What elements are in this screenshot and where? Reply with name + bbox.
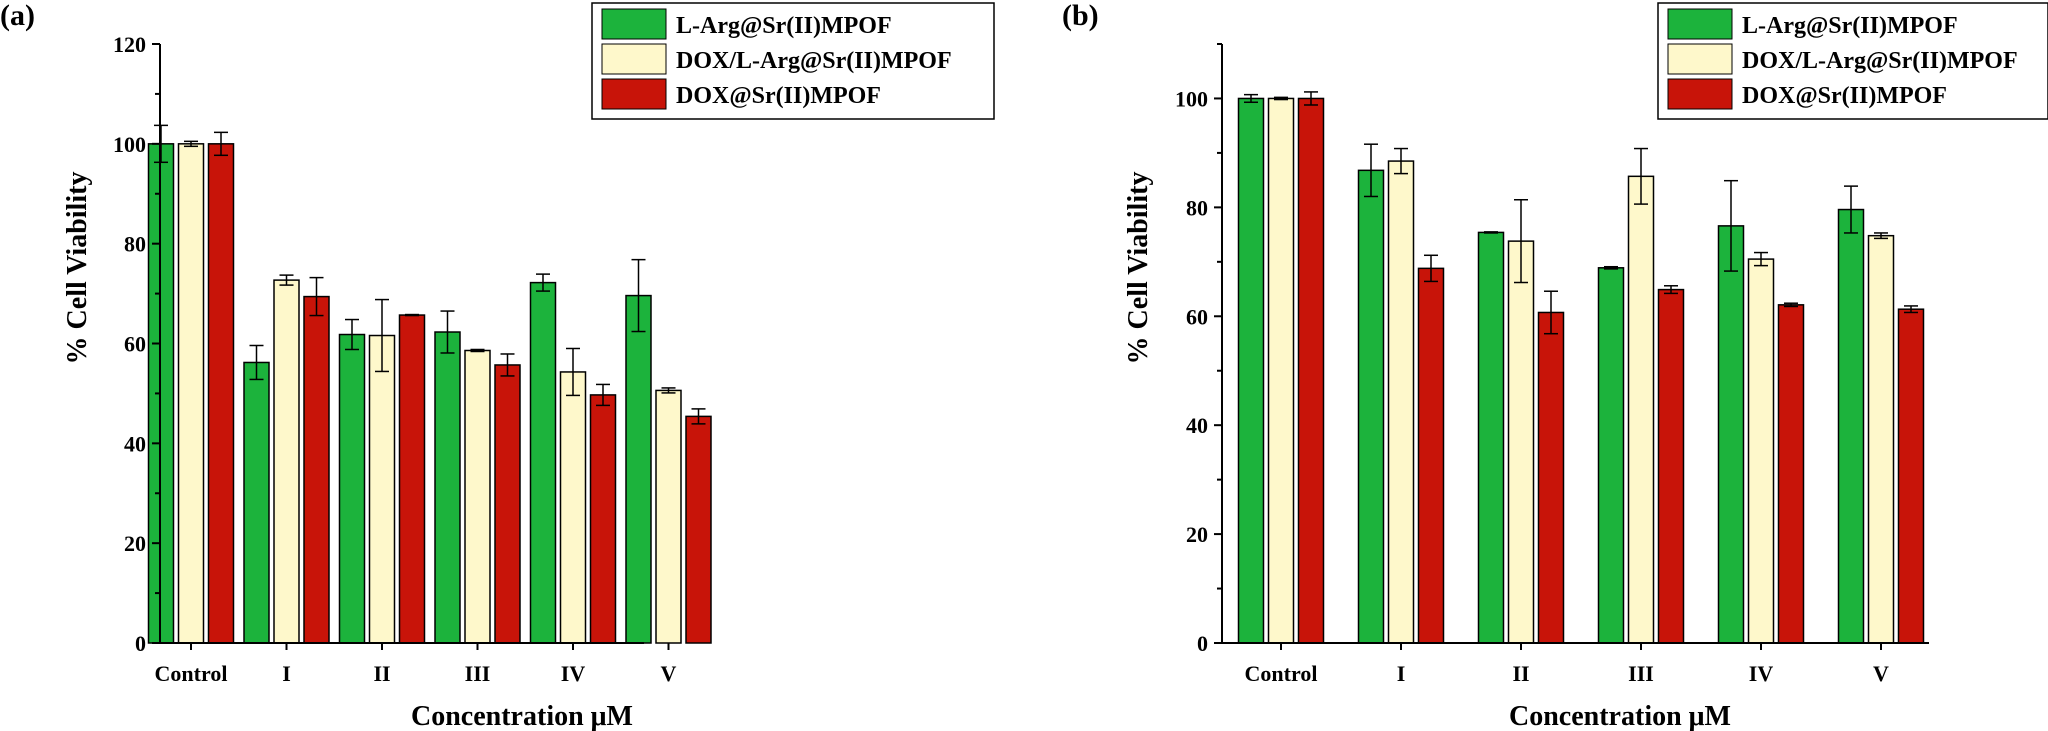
legend-label-l-arg-sr-ii-mpof: L-Arg@Sr(II)MPOF <box>676 13 892 39</box>
bar-dox-sr-ii-mpof-i <box>1417 267 1445 644</box>
bar-l-arg-sr-ii-mpof-iv <box>1717 225 1745 644</box>
x-tick-label-control: Control <box>1245 661 1318 686</box>
bar-dox-sr-ii-mpof-control <box>207 143 235 644</box>
y-tick-label-80: 80 <box>124 232 146 257</box>
y-tick-label-60: 60 <box>1186 304 1208 329</box>
legend-swatch-l-arg-sr-ii-mpof <box>601 8 667 40</box>
bar-dox-l-arg-sr-ii-mpof-ii <box>1507 240 1535 644</box>
bar-l-arg-sr-ii-mpof-ii <box>338 333 366 644</box>
legend-label-dox-sr-ii-mpof: DOX@Sr(II)MPOF <box>676 83 881 109</box>
bar-dox-sr-ii-mpof-iii <box>1657 288 1685 644</box>
bar-l-arg-sr-ii-mpof-i <box>243 361 270 644</box>
bar-dox-sr-ii-mpof-iii <box>494 364 521 644</box>
x-tick-label-iii: III <box>465 661 491 686</box>
y-axis-title: % Cell Viability <box>62 172 93 365</box>
x-axis-title: Concentration μM <box>411 701 633 731</box>
bar-dox-l-arg-sr-ii-mpof-iii <box>1627 175 1655 644</box>
legend-swatch-dox-l-arg-sr-ii-mpof <box>601 43 667 75</box>
bar-dox-sr-ii-mpof-v <box>685 415 712 644</box>
x-tick-label-ii: II <box>1512 661 1529 686</box>
y-tick-label-80: 80 <box>1186 195 1208 220</box>
bar-dox-sr-ii-mpof-iv <box>589 394 617 644</box>
legend-swatch-l-arg-sr-ii-mpof <box>1667 8 1733 40</box>
x-tick-label-i: I <box>282 661 291 686</box>
bar-dox-sr-ii-mpof-iv <box>1777 304 1805 644</box>
legend-label-dox-l-arg-sr-ii-mpof: DOX/L-Arg@Sr(II)MPOF <box>1742 48 2018 74</box>
y-tick-label-120: 120 <box>113 32 146 57</box>
bar-dox-l-arg-sr-ii-mpof-iv <box>1747 258 1775 644</box>
bar-l-arg-sr-ii-mpof-control <box>1237 97 1265 644</box>
x-axis-title: Concentration μM <box>1509 701 1731 731</box>
chart-panel-a: (a) % Cell Viability Concentration μM Co… <box>0 0 995 731</box>
y-tick-label-0: 0 <box>135 631 146 656</box>
y-tick-label-40: 40 <box>124 431 146 456</box>
y-tick-label-100: 100 <box>1175 86 1208 111</box>
y-tick-label-0: 0 <box>1197 631 1208 656</box>
legend: L-Arg@Sr(II)MPOF DOX/L-Arg@Sr(II)MPOF DOX@… <box>591 2 995 120</box>
bar-dox-l-arg-sr-ii-mpof-ii <box>368 334 396 644</box>
y-axis-title: % Cell Viability <box>1123 172 1154 365</box>
panel-label: (a) <box>0 0 35 32</box>
x-tick-label-iv: IV <box>561 661 586 686</box>
bar-dox-l-arg-sr-ii-mpof-iv <box>559 371 587 644</box>
bar-l-arg-sr-ii-mpof-ii <box>1477 231 1505 644</box>
legend-label-dox-sr-ii-mpof: DOX@Sr(II)MPOF <box>1742 83 1947 109</box>
bar-l-arg-sr-ii-mpof-v <box>625 294 652 644</box>
legend-swatch-dox-l-arg-sr-ii-mpof <box>1667 43 1733 75</box>
bar-dox-l-arg-sr-ii-mpof-v <box>1867 234 1895 644</box>
bar-l-arg-sr-ii-mpof-v <box>1837 208 1865 644</box>
chart-panel-b: (b) % Cell Viability Concentration μM Co… <box>1062 0 2048 731</box>
bar-dox-l-arg-sr-ii-mpof-iii <box>464 349 491 644</box>
panel-label: (b) <box>1062 0 1099 32</box>
y-tick-label-20: 20 <box>124 531 146 556</box>
bar-dox-sr-ii-mpof-ii <box>398 314 426 644</box>
bar-dox-sr-ii-mpof-i <box>303 295 330 644</box>
legend-swatch-dox-sr-ii-mpof <box>1667 78 1733 110</box>
x-tick-label-v: V <box>661 661 677 686</box>
y-tick-label-60: 60 <box>124 332 146 357</box>
x-tick-label-iii: III <box>1628 661 1654 686</box>
bar-dox-l-arg-sr-ii-mpof-i <box>1387 160 1415 644</box>
x-tick-label-i: I <box>1397 661 1406 686</box>
bar-dox-sr-ii-mpof-control <box>1297 97 1325 644</box>
x-tick-label-control: Control <box>155 661 228 686</box>
bar-dox-l-arg-sr-ii-mpof-control <box>177 143 205 644</box>
y-tick-label-40: 40 <box>1186 413 1208 438</box>
bar-l-arg-sr-ii-mpof-i <box>1357 169 1385 644</box>
bars-layer <box>1237 91 1925 644</box>
bar-dox-sr-ii-mpof-ii <box>1537 311 1565 644</box>
bars-layer <box>147 124 712 644</box>
x-tick-label-iv: IV <box>1749 661 1774 686</box>
x-tick-label-v: V <box>1873 661 1889 686</box>
y-tick-label-20: 20 <box>1186 522 1208 547</box>
bar-dox-l-arg-sr-ii-mpof-v <box>655 389 682 644</box>
bar-dox-sr-ii-mpof-v <box>1897 308 1925 644</box>
bar-l-arg-sr-ii-mpof-iii <box>1597 267 1625 644</box>
legend-swatch-dox-sr-ii-mpof <box>601 78 667 110</box>
bar-l-arg-sr-ii-mpof-iii <box>434 331 461 644</box>
bar-dox-l-arg-sr-ii-mpof-control <box>1267 97 1295 644</box>
y-tick-label-100: 100 <box>113 132 146 157</box>
bar-l-arg-sr-ii-mpof-iv <box>529 281 557 644</box>
legend-label-dox-l-arg-sr-ii-mpof: DOX/L-Arg@Sr(II)MPOF <box>676 48 952 74</box>
legend: L-Arg@Sr(II)MPOF DOX/L-Arg@Sr(II)MPOF DOX@… <box>1657 2 2048 120</box>
x-tick-label-ii: II <box>373 661 390 686</box>
legend-label-l-arg-sr-ii-mpof: L-Arg@Sr(II)MPOF <box>1742 13 1958 39</box>
bar-dox-l-arg-sr-ii-mpof-i <box>273 279 300 644</box>
